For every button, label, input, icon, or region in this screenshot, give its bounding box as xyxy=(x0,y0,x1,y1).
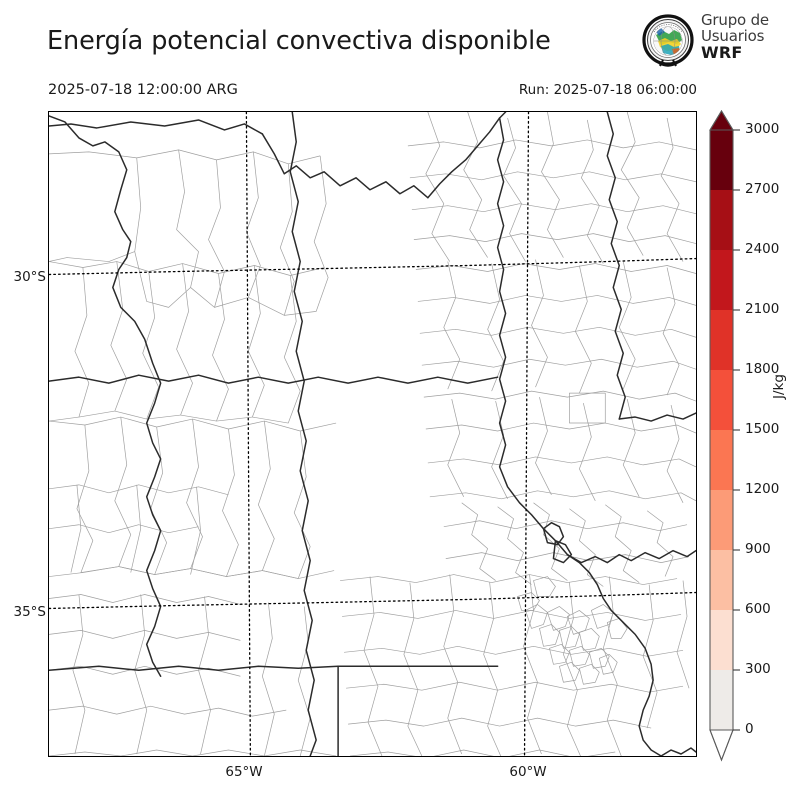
page-title: Energía potencial convectiva disponible xyxy=(47,26,551,56)
colorbar-extend-min-arrow xyxy=(709,729,734,762)
colorbar-tick-1500: 1500 xyxy=(745,421,780,437)
lon-label-60w: 60°W xyxy=(509,764,547,780)
colorbar-unit-label: J/kg xyxy=(771,374,787,399)
colorbar-bands xyxy=(710,130,733,730)
colorbar-ticks xyxy=(733,129,740,731)
run-time-label: Run: 2025-07-18 06:00:00 xyxy=(518,82,697,98)
map-panel[interactable] xyxy=(48,111,697,757)
valid-time-label: 2025-07-18 12:00:00 ARG xyxy=(48,82,238,98)
logo-line-3: WRF xyxy=(701,42,743,62)
colorbar-tick-1200: 1200 xyxy=(745,481,780,497)
colorbar-tick-2100: 2100 xyxy=(745,301,780,317)
colorbar-tick-2400: 2400 xyxy=(745,241,780,257)
map-canvas[interactable] xyxy=(49,112,696,756)
lat-label-30s: 30°S xyxy=(13,269,47,285)
colorbar-tick-0: 0 xyxy=(745,721,754,737)
colorbar[interactable]: 0 300 600 900 1200 1500 1800 2100 2400 2… xyxy=(700,110,800,770)
logo: Grupo de Usuarios WRF xyxy=(639,12,797,72)
colorbar-tick-3000: 3000 xyxy=(745,121,780,137)
colorbar-tick-1800: 1800 xyxy=(745,361,780,377)
logo-text: Grupo de Usuarios WRF xyxy=(701,11,769,62)
graticule xyxy=(49,112,696,756)
colorbar-extend-max-arrow xyxy=(709,110,734,131)
colorbar-tick-900: 900 xyxy=(745,541,771,557)
lon-label-65w: 65°W xyxy=(225,764,263,780)
wrf-user-group-seal-icon xyxy=(642,14,694,67)
colorbar-tick-300: 300 xyxy=(745,661,771,677)
logo-line-1: Grupo de xyxy=(701,11,769,29)
logo-line-2: Usuarios xyxy=(701,26,765,45)
colorbar-tick-600: 600 xyxy=(745,601,771,617)
lat-label-35s: 35°S xyxy=(13,604,47,620)
colorbar-tick-2700: 2700 xyxy=(745,181,780,197)
colorbar-gradient[interactable] xyxy=(700,110,760,770)
province-country-boundaries xyxy=(49,112,696,756)
department-boundaries xyxy=(49,112,696,756)
